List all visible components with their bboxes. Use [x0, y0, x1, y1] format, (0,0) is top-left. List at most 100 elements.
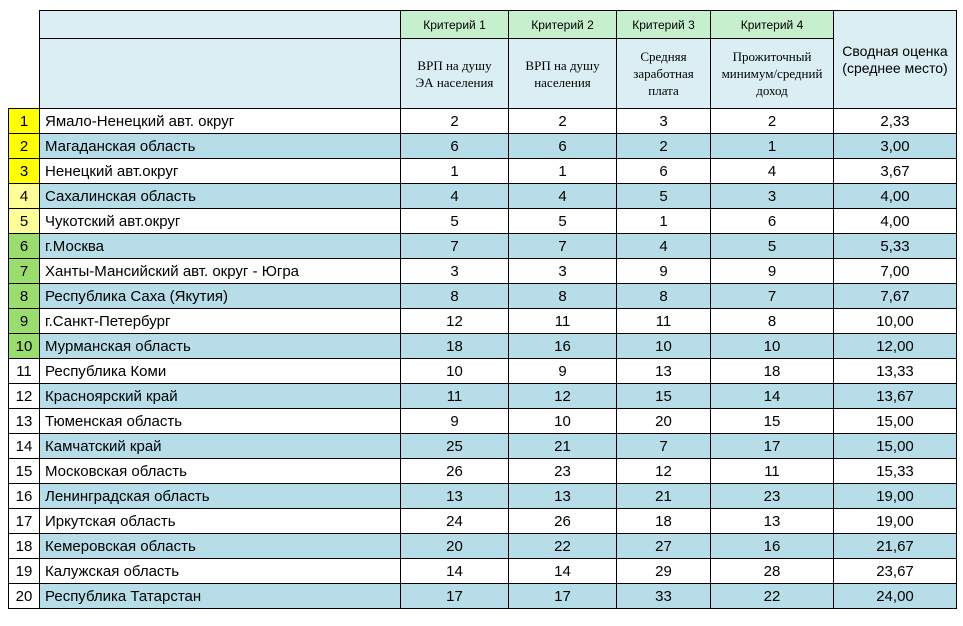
criterion-3: 4 — [616, 233, 711, 259]
summary-score: 3,67 — [833, 158, 957, 184]
data-row: 12 Красноярский край 11 12 15 14 13,67 — [8, 383, 957, 409]
criterion-3: 1 — [616, 208, 711, 234]
summary-score: 5,33 — [833, 233, 957, 259]
summary-score: 13,67 — [833, 383, 957, 409]
header-line: минимум/средний — [721, 66, 823, 81]
criterion-1: 4 — [400, 183, 509, 209]
criterion-1: 12 — [400, 308, 509, 334]
criterion-3: 7 — [616, 433, 711, 459]
region-name: Тюменская область — [39, 408, 401, 434]
criterion-3: 29 — [616, 558, 711, 584]
criterion-1: 25 — [400, 433, 509, 459]
criterion-4: 1 — [710, 133, 834, 159]
data-row: 9 г.Санкт-Петербург 12 11 11 8 10,00 — [8, 308, 957, 334]
rank: 3 — [8, 158, 40, 184]
data-row: 11 Республика Коми 10 9 13 18 13,33 — [8, 358, 957, 384]
summary-score: 7,00 — [833, 258, 957, 284]
region-name: Ханты-Мансийский авт. округ - Югра — [39, 258, 401, 284]
criterion-header: Критерий 2 — [508, 10, 617, 39]
criterion-2: 4 — [508, 183, 617, 209]
data-row: 13 Тюменская область 9 10 20 15 15,00 — [8, 408, 957, 434]
criterion-3: 33 — [616, 583, 711, 609]
region-name: Кемеровская область — [39, 533, 401, 559]
data-row: 16 Ленинградская область 13 13 21 23 19,00 — [8, 483, 957, 509]
rank: 18 — [8, 533, 40, 559]
header-line: ВРП на душу — [525, 57, 600, 73]
region-name: Сахалинская область — [39, 183, 401, 209]
rank: 1 — [8, 108, 40, 134]
criterion-3: 3 — [616, 108, 711, 134]
ranking-table: Критерий 1 Критерий 2 Критерий 3 Критерий 4… — [8, 10, 957, 609]
criterion-1: 6 — [400, 133, 509, 159]
criterion-1: 13 — [400, 483, 509, 509]
criterion-subheader: ВРП на душу ЭА населения — [400, 38, 509, 109]
summary-score: 15,00 — [833, 433, 957, 459]
summary-score: 23,67 — [833, 558, 957, 584]
criterion-2: 5 — [508, 208, 617, 234]
blank-cell — [8, 38, 40, 109]
criterion-4: 7 — [710, 283, 834, 309]
criterion-4: 9 — [710, 258, 834, 284]
criterion-2: 21 — [508, 433, 617, 459]
region-name: Ленинградская область — [39, 483, 401, 509]
region-name: Республика Татарстан — [39, 583, 401, 609]
criterion-2: 23 — [508, 458, 617, 484]
criterion-3: 5 — [616, 183, 711, 209]
criterion-3: 9 — [616, 258, 711, 284]
criterion-2: 2 — [508, 108, 617, 134]
criterion-3: 10 — [616, 333, 711, 359]
criterion-4: 5 — [710, 233, 834, 259]
summary-score: 15,00 — [833, 408, 957, 434]
summary-score: 7,67 — [833, 283, 957, 309]
region-name: Ненецкий авт.округ — [39, 158, 401, 184]
criterion-2: 3 — [508, 258, 617, 284]
region-name: Республика Саха (Якутия) — [39, 283, 401, 309]
data-row: 18 Кемеровская область 20 22 27 16 21,67 — [8, 533, 957, 559]
data-row: 19 Калужская область 14 14 29 28 23,67 — [8, 558, 957, 584]
data-row: 20 Республика Татарстан 17 17 33 22 24,00 — [8, 583, 957, 609]
criterion-1: 10 — [400, 358, 509, 384]
rank: 9 — [8, 308, 40, 334]
summary-score: 12,00 — [833, 333, 957, 359]
criterion-1: 26 — [400, 458, 509, 484]
rank: 19 — [8, 558, 40, 584]
header-cell — [39, 38, 401, 109]
region-name: Республика Коми — [39, 358, 401, 384]
region-name: Красноярский край — [39, 383, 401, 409]
header-cell — [39, 10, 401, 39]
rank: 5 — [8, 208, 40, 234]
region-name: г.Москва — [39, 233, 401, 259]
rank: 2 — [8, 133, 40, 159]
data-row: 10 Мурманская область 18 16 10 10 12,00 — [8, 333, 957, 359]
header-line: Средняя — [640, 49, 687, 64]
data-row: 8 Республика Саха (Якутия) 8 8 8 7 7,67 — [8, 283, 957, 309]
criterion-3: 27 — [616, 533, 711, 559]
summary-score: 2,33 — [833, 108, 957, 134]
criterion-4: 18 — [710, 358, 834, 384]
criterion-2: 11 — [508, 308, 617, 334]
header-line: ВРП на душу — [417, 57, 492, 73]
header-line: (среднее место) — [842, 59, 948, 76]
data-row: 3 Ненецкий авт.округ 1 1 6 4 3,67 — [8, 158, 957, 184]
rank: 15 — [8, 458, 40, 484]
rank: 14 — [8, 433, 40, 459]
blank-cell — [8, 10, 40, 39]
criterion-2: 6 — [508, 133, 617, 159]
region-name: Ямало-Ненецкий авт. округ — [39, 108, 401, 134]
rank: 20 — [8, 583, 40, 609]
region-name: Калужская область — [39, 558, 401, 584]
summary-score: 24,00 — [833, 583, 957, 609]
criterion-3: 6 — [616, 158, 711, 184]
rank: 10 — [8, 333, 40, 359]
region-name: Иркутская область — [39, 508, 401, 534]
region-name: Магаданская область — [39, 133, 401, 159]
data-row: 4 Сахалинская область 4 4 5 3 4,00 — [8, 183, 957, 209]
header-line: Сводная оценка — [842, 42, 948, 59]
criterion-2: 12 — [508, 383, 617, 409]
summary-score: 10,00 — [833, 308, 957, 334]
criterion-3: 21 — [616, 483, 711, 509]
criterion-3: 2 — [616, 133, 711, 159]
criterion-1: 11 — [400, 383, 509, 409]
rank: 11 — [8, 358, 40, 384]
criterion-1: 9 — [400, 408, 509, 434]
